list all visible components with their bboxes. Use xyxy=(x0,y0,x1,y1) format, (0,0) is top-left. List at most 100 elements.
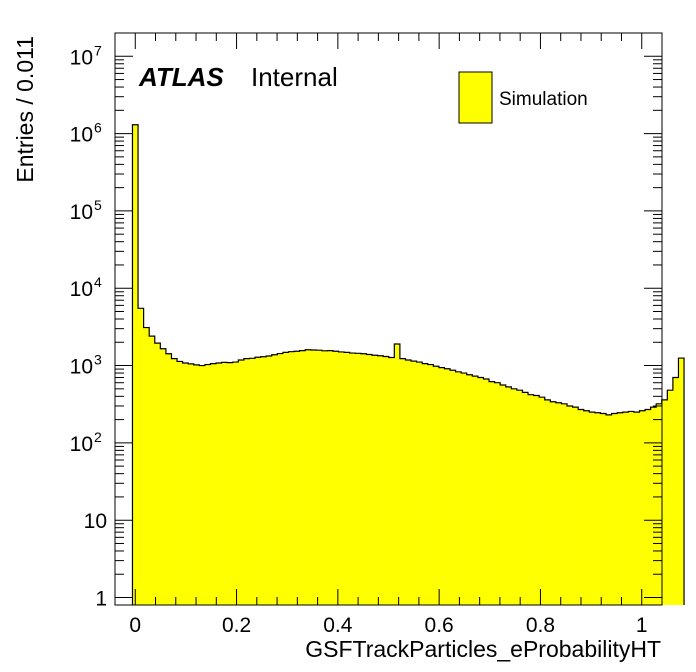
histogram-bar xyxy=(288,351,295,605)
histogram-bar xyxy=(661,399,668,605)
histogram-bar xyxy=(455,371,462,605)
histogram-bar xyxy=(533,395,540,605)
axis-ticks xyxy=(114,32,663,605)
y-tick-exponent: 3 xyxy=(94,352,102,368)
histogram-bar xyxy=(466,374,473,605)
histogram-bar xyxy=(505,386,512,605)
histogram-bar xyxy=(193,364,200,605)
histogram-bar xyxy=(633,412,640,605)
histogram-bar xyxy=(372,355,378,605)
histogram-bar xyxy=(221,362,228,605)
histogram-bar xyxy=(550,401,557,605)
histogram-bar xyxy=(628,411,635,605)
y-tick-label: 10 xyxy=(70,356,93,379)
y-tick-label: 1 xyxy=(95,588,107,611)
histogram-bar xyxy=(327,350,334,605)
histogram-bar xyxy=(355,353,362,605)
histogram-bar xyxy=(578,409,585,605)
histogram-bar xyxy=(238,359,245,605)
x-tick-label: 0.6 xyxy=(425,614,454,637)
histogram-bar xyxy=(333,351,339,605)
histogram-bar xyxy=(427,364,434,605)
y-axis-title: Entries / 0.011 xyxy=(12,36,38,183)
histogram-bar xyxy=(388,357,395,605)
x-tick-label: 0.8 xyxy=(526,614,555,637)
histogram-bar xyxy=(606,414,612,605)
x-tick-labels: 0 0.2 0.4 0.6 0.8 1 xyxy=(129,614,647,637)
histogram-bar xyxy=(500,385,507,605)
histogram-bar xyxy=(600,413,607,605)
histogram-bar xyxy=(305,349,312,605)
histogram-bar xyxy=(667,390,674,605)
histogram-bar xyxy=(594,412,601,605)
y-tick-exponent: 2 xyxy=(94,429,102,445)
histogram-bar xyxy=(165,353,172,605)
histogram-bar xyxy=(366,354,373,605)
histogram-bar xyxy=(583,410,590,605)
histogram-bar xyxy=(544,399,551,605)
histogram-bar xyxy=(204,364,211,605)
histogram-bar xyxy=(555,402,562,605)
legend: Simulation xyxy=(458,71,588,124)
y-tick-exponent: 4 xyxy=(94,274,102,290)
histogram-bar xyxy=(255,357,261,605)
histogram-bar xyxy=(672,377,679,605)
histogram-bar xyxy=(310,349,317,605)
histogram-bar xyxy=(433,366,440,605)
histogram-bar xyxy=(299,350,306,605)
histogram-outline xyxy=(131,124,685,605)
histogram-bar xyxy=(438,367,445,605)
histogram-bar xyxy=(516,390,523,605)
histogram-bar xyxy=(377,355,384,605)
histogram-bar xyxy=(522,392,529,605)
histogram-bar xyxy=(138,308,144,605)
histogram-bar xyxy=(282,352,289,605)
histogram-bar xyxy=(277,353,284,605)
histogram-bar xyxy=(399,358,406,605)
histogram-bar xyxy=(461,373,468,605)
histogram-bar xyxy=(422,363,429,605)
legend-label-simulation: Simulation xyxy=(499,89,588,110)
histogram-bar xyxy=(360,353,367,605)
histogram-bar xyxy=(528,394,534,605)
histogram-bar xyxy=(472,376,479,605)
histogram-bar xyxy=(511,388,518,605)
histogram-bar xyxy=(349,353,356,605)
histogram-bar xyxy=(567,405,573,605)
histogram-bar xyxy=(494,382,501,605)
histogram-bar xyxy=(561,403,568,605)
histogram-bar xyxy=(338,351,345,605)
histogram-bar xyxy=(182,362,189,605)
histogram-bar xyxy=(154,343,161,605)
histogram-bars xyxy=(131,124,685,605)
histogram-bar xyxy=(216,362,222,605)
y-tick-label: 10 xyxy=(70,278,93,301)
histogram-bar xyxy=(160,348,167,605)
histogram-bar xyxy=(210,363,217,605)
histogram-bar xyxy=(227,362,234,605)
internal-label: Internal xyxy=(251,62,338,92)
histogram-bar xyxy=(489,381,495,605)
histogram-bar xyxy=(321,350,328,605)
x-tick-label: 0 xyxy=(129,614,141,637)
histogram-bar xyxy=(316,350,323,605)
histogram-bar xyxy=(483,378,490,605)
x-tick-label: 0.2 xyxy=(222,614,251,637)
histogram-bar xyxy=(622,412,629,605)
histogram-bar xyxy=(539,397,546,605)
y-tick-exponent: 7 xyxy=(94,42,102,58)
histogram-bar xyxy=(639,410,646,605)
histogram-bar xyxy=(249,358,256,605)
y-tick-label: 10 xyxy=(70,46,93,69)
histogram-bar xyxy=(344,352,351,605)
histogram-bar xyxy=(617,412,624,605)
histogram-bar xyxy=(572,407,579,605)
y-tick-label: 10 xyxy=(70,433,93,456)
histogram-bar xyxy=(177,361,183,605)
histogram-bar xyxy=(199,365,206,605)
histogram-bar xyxy=(260,356,267,605)
y-tick-exponent: 6 xyxy=(94,120,102,136)
y-tick-exponent: 5 xyxy=(94,197,102,213)
y-tick-label: 10 xyxy=(70,201,93,224)
histogram-bar xyxy=(383,356,390,605)
